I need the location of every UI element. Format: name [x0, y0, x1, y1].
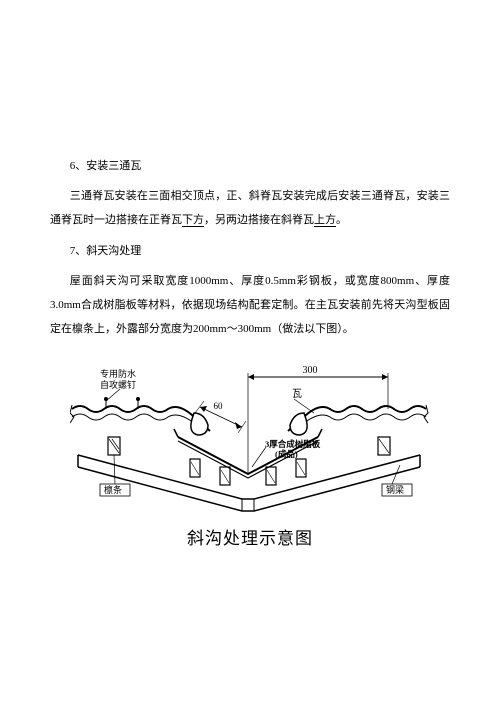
diagram-container: 300 60 专用防水 自攻螺钉 瓦 3厚合成树脂板 (成品) 檩条 钢梁 斜沟…	[70, 359, 430, 557]
diagram-caption: 斜沟处理示意图	[70, 520, 430, 557]
dim-60-label: 60	[214, 401, 224, 411]
tile-label: 瓦	[292, 389, 302, 400]
valley-diagram: 300 60 专用防水 自攻螺钉 瓦 3厚合成树脂板 (成品) 檩条 钢梁	[70, 359, 430, 514]
section-7-paragraph: 屋面斜天沟可采取宽度1000mm、厚度0.5mm彩钢板，或宽度800mm、厚度3…	[50, 269, 450, 342]
s6-underline-2: 上方	[314, 214, 336, 227]
s6-text-c: 。	[336, 214, 347, 226]
resin-label-2: (成品)	[275, 449, 298, 459]
resin-label-1: 3厚合成树脂板	[265, 439, 321, 449]
s6-text-b: ，另两边搭接在斜脊瓦	[204, 214, 314, 226]
screw-label-1: 专用防水	[100, 368, 136, 379]
section-7-heading: 7、斜天沟处理	[50, 239, 450, 263]
screw-label-2: 自攻螺钉	[100, 379, 136, 390]
dim-300-label: 300	[303, 365, 318, 376]
s6-underline-1: 下方	[182, 214, 204, 227]
section-6-heading: 6、安装三通瓦	[50, 154, 450, 178]
beam-label: 钢梁	[386, 484, 404, 495]
purlin-label: 檩条	[104, 484, 122, 495]
section-6-paragraph: 三通脊瓦安装在三面相交顶点，正、斜脊瓦安装完成后安装三通脊瓦，安装三通脊瓦时一边…	[50, 184, 450, 232]
